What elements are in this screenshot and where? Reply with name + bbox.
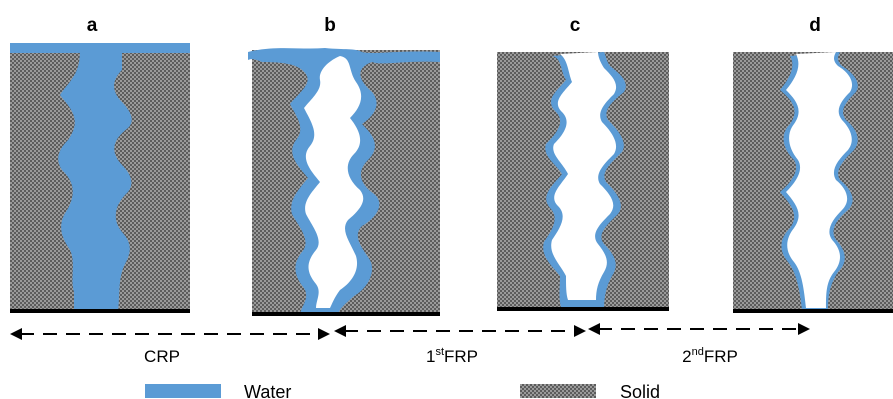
stage-arrow-frp2 — [588, 323, 810, 335]
stage-label-frp1: 1stFRP — [426, 346, 478, 366]
panel-a-top-water — [10, 43, 190, 53]
panel-d — [733, 52, 893, 313]
stage-label-crp: CRP — [144, 347, 180, 366]
panel-a-water-channel — [58, 50, 132, 312]
panel-a — [10, 43, 190, 313]
panel-d-pore-space — [786, 52, 853, 308]
panel-b-base-line — [252, 312, 440, 316]
stage-arrow-crp — [10, 328, 330, 340]
panel-d-base-line — [733, 309, 893, 313]
panel-label-a: a — [87, 15, 98, 36]
stage-arrow-frp1 — [334, 325, 586, 337]
panel-c-pore-space — [551, 52, 617, 300]
panel-label-d: d — [809, 15, 821, 36]
panel-a-base-line — [10, 309, 190, 313]
panel-b — [248, 48, 440, 316]
panel-label-b: b — [324, 15, 336, 36]
panel-label-c: c — [570, 15, 581, 36]
panel-c-base-line — [497, 307, 669, 311]
panel-c — [497, 52, 669, 311]
legend-solid-label: Solid — [620, 382, 660, 399]
legend: Water Solid — [145, 382, 660, 399]
stage-label-frp2: 2ndFRP — [682, 346, 738, 366]
panel-b-pore-space — [304, 56, 364, 308]
legend-water-swatch — [145, 384, 221, 398]
legend-water-label: Water — [244, 382, 291, 399]
legend-solid-swatch — [520, 384, 596, 398]
